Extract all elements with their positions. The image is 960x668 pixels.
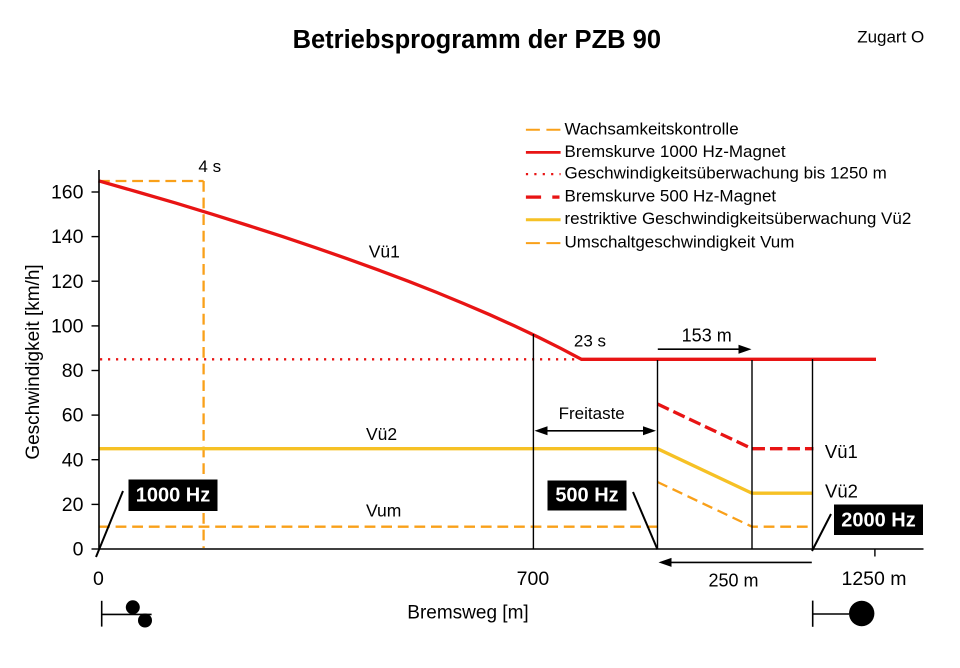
svg-text:Wachsamkeitskontrolle: Wachsamkeitskontrolle [565,119,739,138]
svg-text:500 Hz: 500 Hz [555,485,618,507]
svg-text:Vü2: Vü2 [366,424,397,444]
svg-text:1000 Hz: 1000 Hz [136,484,211,506]
svg-text:Betriebsprogramm der PZB 90: Betriebsprogramm der PZB 90 [293,26,661,54]
svg-text:23 s: 23 s [574,332,606,351]
svg-text:140: 140 [51,226,84,248]
svg-text:700: 700 [517,568,550,590]
svg-text:Vü1: Vü1 [825,441,858,462]
svg-text:120: 120 [51,271,84,293]
svg-text:60: 60 [62,405,84,427]
svg-text:160: 160 [51,182,84,204]
svg-text:Bremskurve 1000 Hz-Magnet: Bremskurve 1000 Hz-Magnet [565,142,786,161]
svg-text:0: 0 [73,539,84,561]
svg-text:100: 100 [51,316,84,338]
svg-text:Geschwindigkeitsüberwachung bi: Geschwindigkeitsüberwachung bis 1250 m [565,164,887,183]
svg-text:20: 20 [62,494,84,516]
svg-text:153 m: 153 m [682,326,732,346]
svg-text:Bremskurve 500 Hz-Magnet: Bremskurve 500 Hz-Magnet [565,187,777,206]
svg-text:Geschwindigkeit [km/h]: Geschwindigkeit [km/h] [23,264,44,459]
svg-text:Vü2: Vü2 [825,481,858,502]
svg-text:80: 80 [62,360,84,382]
svg-text:1250 m: 1250 m [841,568,906,590]
svg-text:Vum: Vum [366,501,401,521]
svg-text:Freitaste: Freitaste [559,404,625,423]
svg-text:restriktive Geschwindigkeitsüb: restriktive Geschwindigkeitsüberwachung … [565,209,912,228]
svg-text:40: 40 [62,449,84,471]
svg-text:0: 0 [93,568,104,590]
svg-text:250 m: 250 m [708,571,758,591]
svg-text:Vü1: Vü1 [369,242,400,262]
svg-text:Umschaltgeschwindigkeit Vum: Umschaltgeschwindigkeit Vum [565,233,795,252]
svg-text:Bremsweg [m]: Bremsweg [m] [407,603,528,624]
svg-text:2000 Hz: 2000 Hz [841,509,916,531]
svg-text:Zugart O: Zugart O [857,28,924,47]
svg-text:4 s: 4 s [198,157,221,176]
